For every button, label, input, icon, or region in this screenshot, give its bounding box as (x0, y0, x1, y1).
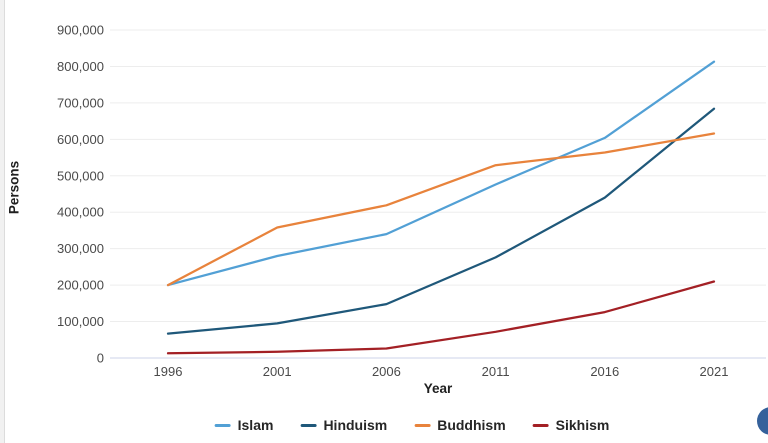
x-axis-title: Year (423, 381, 453, 396)
left-edge-panel-border (0, 0, 5, 443)
y-axis-title: Persons (6, 160, 22, 215)
x-tick-label: 2016 (590, 364, 619, 379)
y-tick-label: 400,000 (57, 205, 104, 220)
y-tick-label: 500,000 (57, 168, 104, 183)
y-tick-label: 200,000 (57, 278, 104, 293)
x-tick-label: 1996 (154, 364, 183, 379)
y-tick-label: 300,000 (57, 241, 104, 256)
series-line-hinduism (166, 107, 716, 335)
x-tick-label: 2021 (700, 364, 729, 379)
legend-item-buddhism[interactable]: Buddhism (414, 417, 506, 433)
y-tick-label: 700,000 (57, 95, 104, 110)
series-line-buddhism (166, 132, 716, 287)
legend-swatch-buddhism (414, 423, 431, 427)
x-tick-label: 2006 (372, 364, 401, 379)
legend-label: Sikhism (555, 417, 610, 433)
series-line-islam (166, 60, 716, 287)
legend-label: Islam (237, 417, 274, 433)
series-line-sikhism (166, 280, 716, 355)
chart-legend: Islam Hinduism Buddhism Sikhism (214, 417, 610, 433)
y-tick-label: 0 (97, 351, 104, 366)
y-tick-label: 600,000 (57, 132, 104, 147)
legend-label: Hinduism (323, 417, 388, 433)
legend-swatch-islam (214, 423, 231, 427)
x-tick-label: 2001 (263, 364, 292, 379)
y-tick-label: 100,000 (57, 314, 104, 329)
x-tick-label: 2011 (482, 364, 510, 379)
legend-item-hinduism[interactable]: Hinduism (300, 417, 387, 433)
chat-fab-button[interactable] (757, 407, 768, 435)
y-tick-label: 800,000 (57, 59, 104, 74)
legend-label: Buddhism (437, 417, 506, 433)
line-chart: 0 100,000 200,000 300,000 400,000 500,000 600,… (57, 23, 766, 379)
legend-swatch-hinduism (300, 423, 317, 427)
legend-item-sikhism[interactable]: Sikhism (532, 417, 610, 433)
y-tick-label: 900,000 (57, 23, 104, 38)
legend-item-islam[interactable]: Islam (214, 417, 274, 433)
legend-swatch-sikhism (532, 423, 549, 427)
